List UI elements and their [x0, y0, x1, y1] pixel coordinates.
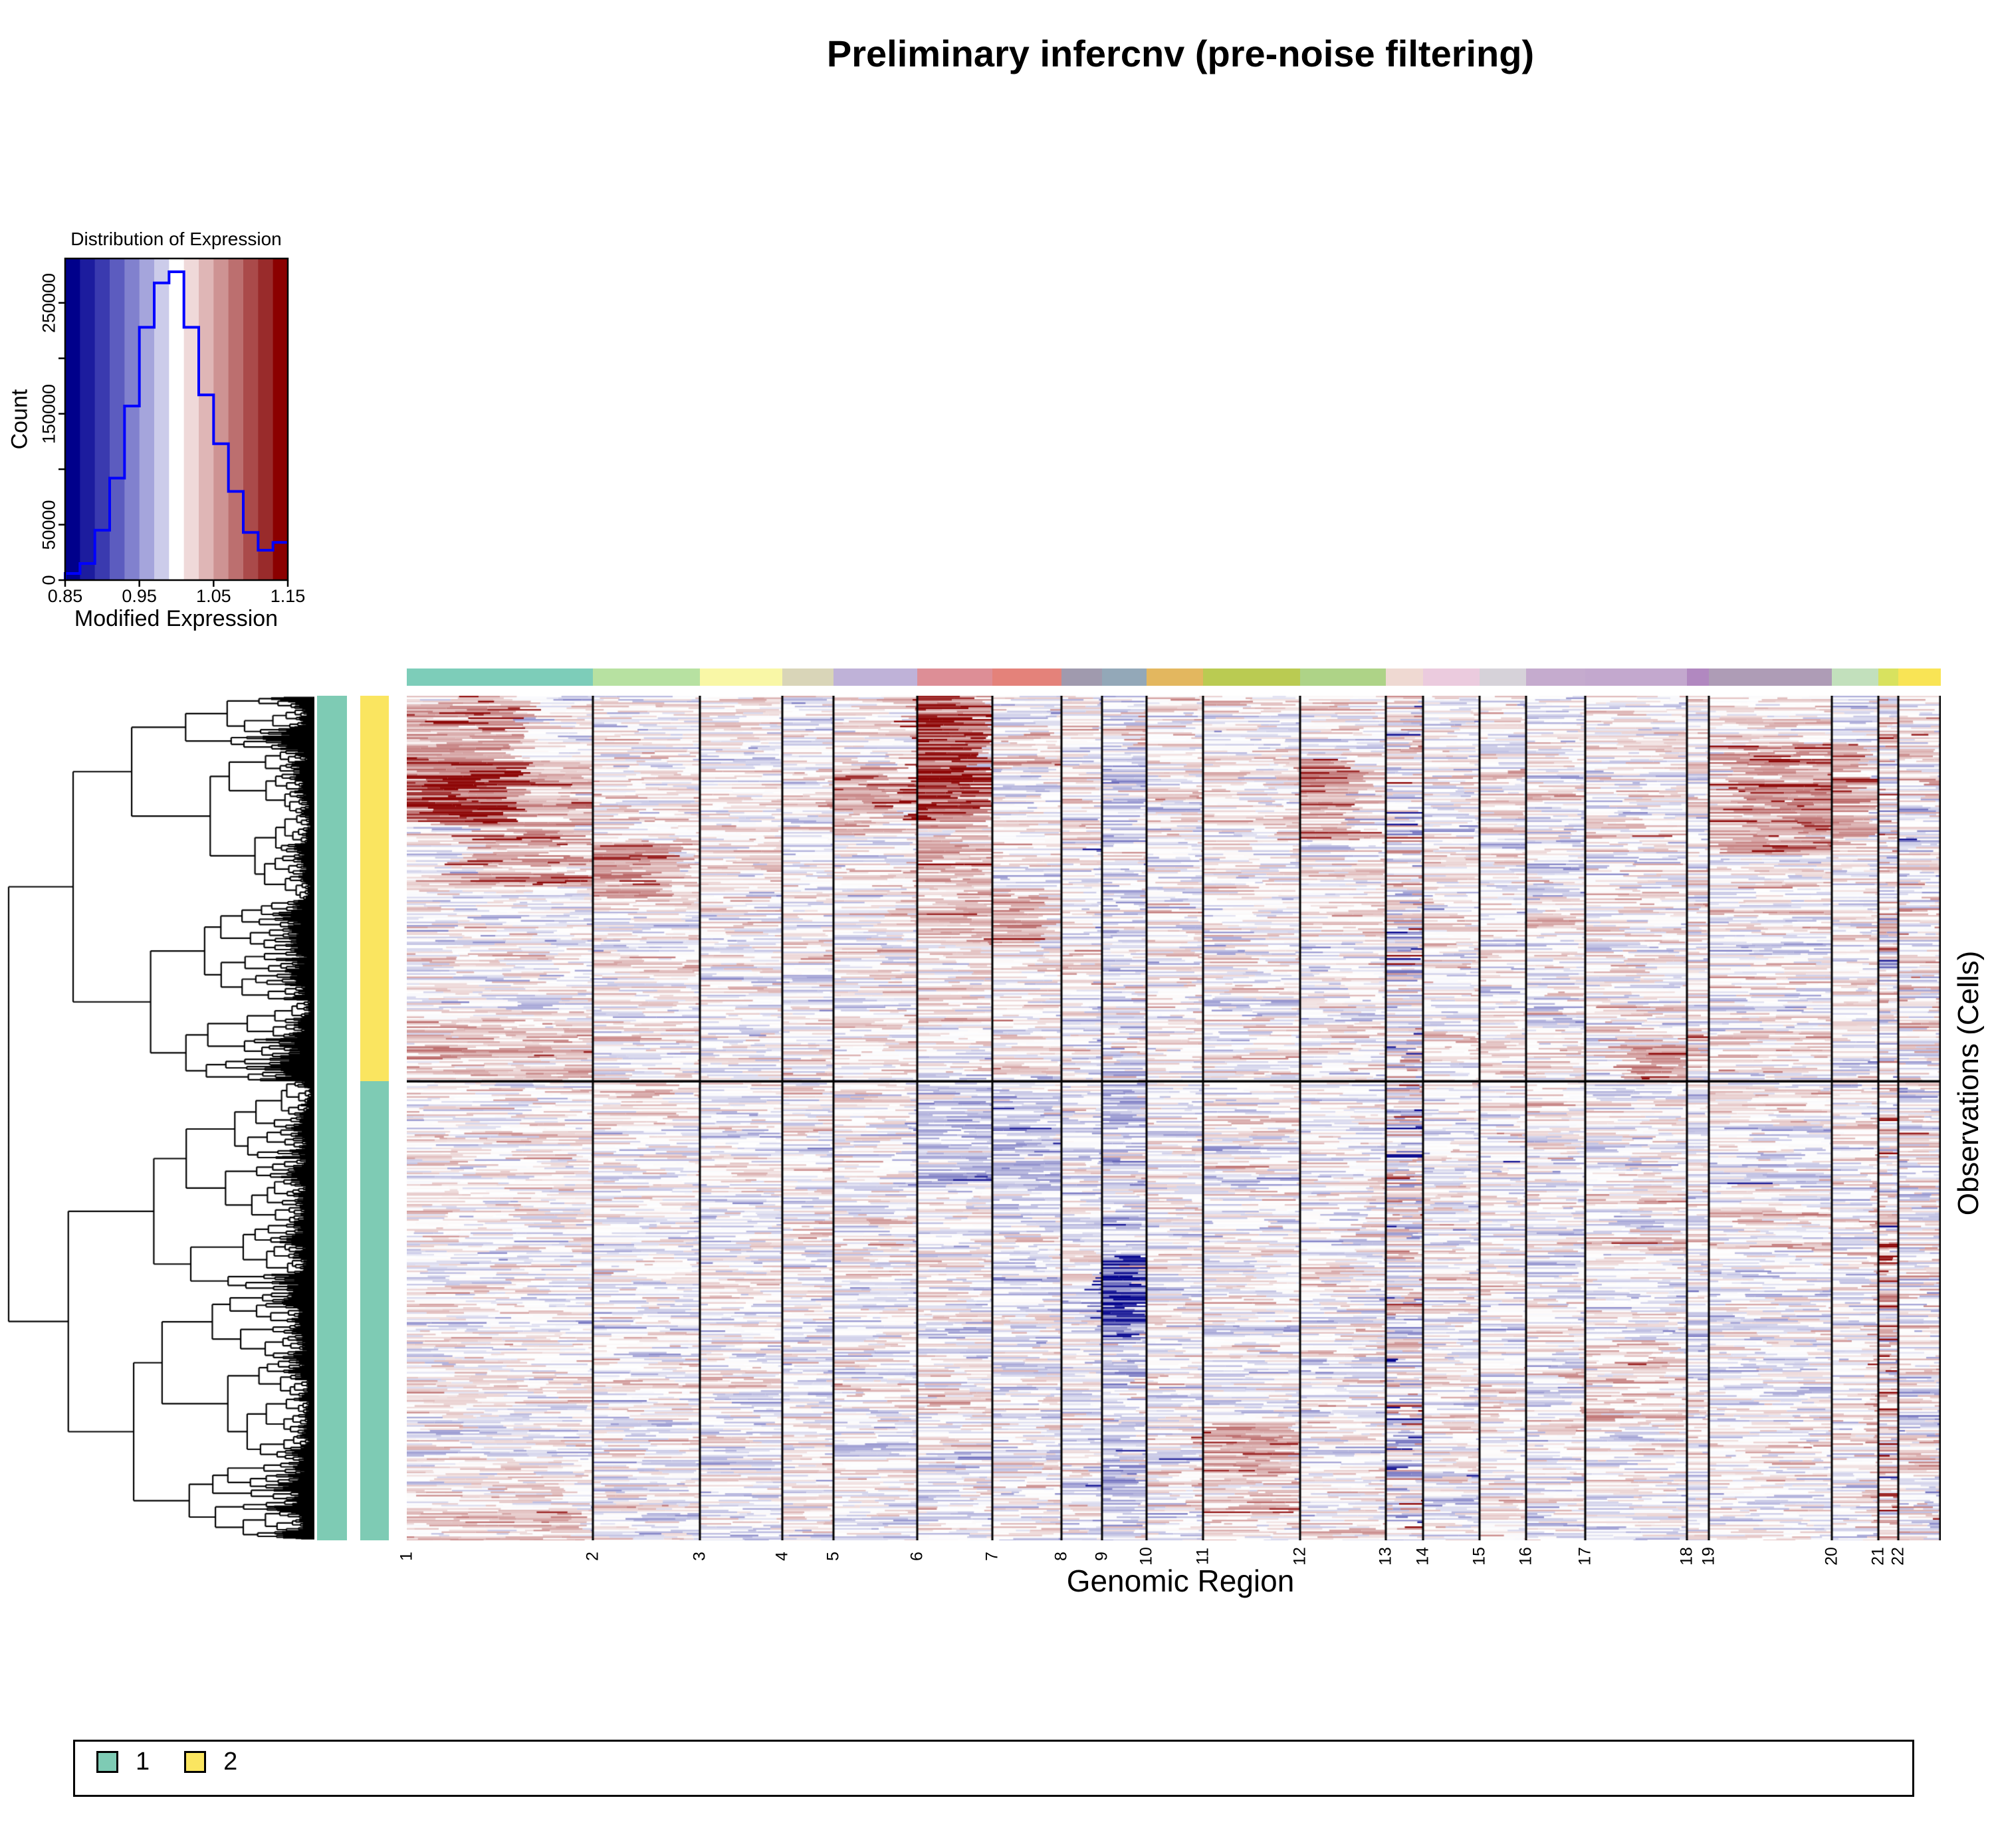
- chromosome-bar-segment-21: [1878, 668, 1898, 686]
- hist-y-tick-label: 150000: [39, 383, 59, 444]
- chromosome-bar-segment-1: [407, 668, 593, 686]
- chromosome-label-19: 19: [1699, 1547, 1718, 1566]
- chromosome-label-13: 13: [1376, 1547, 1395, 1566]
- chromosome-label-22: 22: [1888, 1547, 1908, 1566]
- chromosome-label-16: 16: [1516, 1547, 1535, 1566]
- chromosome-bar-segment-7: [992, 668, 1061, 686]
- annotation-bar-group2-bottom: [360, 1081, 389, 1540]
- chromosome-label-17: 17: [1575, 1547, 1595, 1566]
- chromosome-bar-segment-22: [1898, 668, 1941, 686]
- legend-label: 1: [136, 1748, 150, 1776]
- legend-item-1: 1: [96, 1748, 150, 1776]
- hist-x-tick-label: 1.15: [270, 586, 306, 606]
- chromosome-label-14: 14: [1413, 1547, 1432, 1566]
- chromosome-label-18: 18: [1677, 1547, 1696, 1566]
- hist-x-tick-label: 1.05: [196, 586, 231, 606]
- chromosome-bar-segment-14: [1423, 668, 1480, 686]
- row-dendrogram: [5, 696, 314, 1540]
- cnv-heatmap: [407, 696, 1941, 1540]
- hist-x-tick-label: 0.85: [47, 586, 83, 606]
- legend-swatch-1: [96, 1751, 118, 1773]
- annotation-bar-group2-top: [360, 696, 389, 1081]
- legend-label: 2: [223, 1748, 238, 1776]
- chromosome-bar-segment-11: [1203, 668, 1300, 686]
- chromosome-bar-segment-8: [1061, 668, 1102, 686]
- chromosome-bar-segment-15: [1480, 668, 1526, 686]
- chromosome-bar-segment-17: [1585, 668, 1687, 686]
- x-axis-title: Genomic Region: [1066, 1564, 1295, 1598]
- histogram-x-axis-label: Modified Expression: [74, 606, 278, 631]
- chromosome-bar-segment-12: [1300, 668, 1386, 686]
- chromosome-color-bar: [407, 668, 1941, 686]
- hist-y-tick-label: 50000: [39, 500, 59, 550]
- hist-x-tick-label: 0.95: [122, 586, 157, 606]
- hist-y-tick-label: 0: [39, 575, 59, 585]
- chromosome-label-7: 7: [982, 1552, 1002, 1561]
- chromosome-bar-segment-19: [1709, 668, 1832, 686]
- chromosome-bar-segment-9: [1102, 668, 1147, 686]
- histogram-title: Distribution of Expression: [70, 229, 282, 249]
- chromosome-label-1: 1: [397, 1552, 416, 1561]
- annotation-bar-group1: [317, 696, 347, 1540]
- chromosome-bar-segment-20: [1832, 668, 1878, 686]
- chromosome-bar-segment-5: [833, 668, 917, 686]
- chromosome-bar-segment-4: [782, 668, 833, 686]
- chromosome-label-4: 4: [772, 1552, 792, 1561]
- chromosome-bar-segment-6: [917, 668, 992, 686]
- legend-item-2: 2: [184, 1748, 237, 1776]
- chromosome-label-3: 3: [690, 1552, 709, 1561]
- chromosome-bar-segment-18: [1687, 668, 1709, 686]
- expression-distribution-histogram: [58, 257, 289, 587]
- histogram-y-axis-label: Count: [7, 389, 33, 450]
- y-axis-title: Observations (Cells): [1952, 950, 1985, 1216]
- chromosome-label-15: 15: [1470, 1547, 1489, 1566]
- chromosome-label-20: 20: [1822, 1547, 1841, 1566]
- chromosome-bar-segment-2: [593, 668, 700, 686]
- chromosome-label-9: 9: [1092, 1552, 1111, 1561]
- chromosome-bar-segment-3: [700, 668, 782, 686]
- hist-y-tick-label: 250000: [39, 272, 59, 333]
- chromosome-label-5: 5: [824, 1552, 843, 1561]
- legend-swatch-2: [184, 1751, 207, 1773]
- chromosome-label-8: 8: [1052, 1552, 1071, 1561]
- page-title: Preliminary infercnv (pre-noise filterin…: [826, 33, 1535, 74]
- chromosome-bar-segment-10: [1147, 668, 1203, 686]
- chromosome-bar-segment-16: [1526, 668, 1585, 686]
- chromosome-bar-segment-13: [1386, 668, 1423, 686]
- chromosome-label-21: 21: [1868, 1547, 1888, 1566]
- chromosome-label-2: 2: [583, 1552, 602, 1561]
- chromosome-label-6: 6: [907, 1552, 927, 1561]
